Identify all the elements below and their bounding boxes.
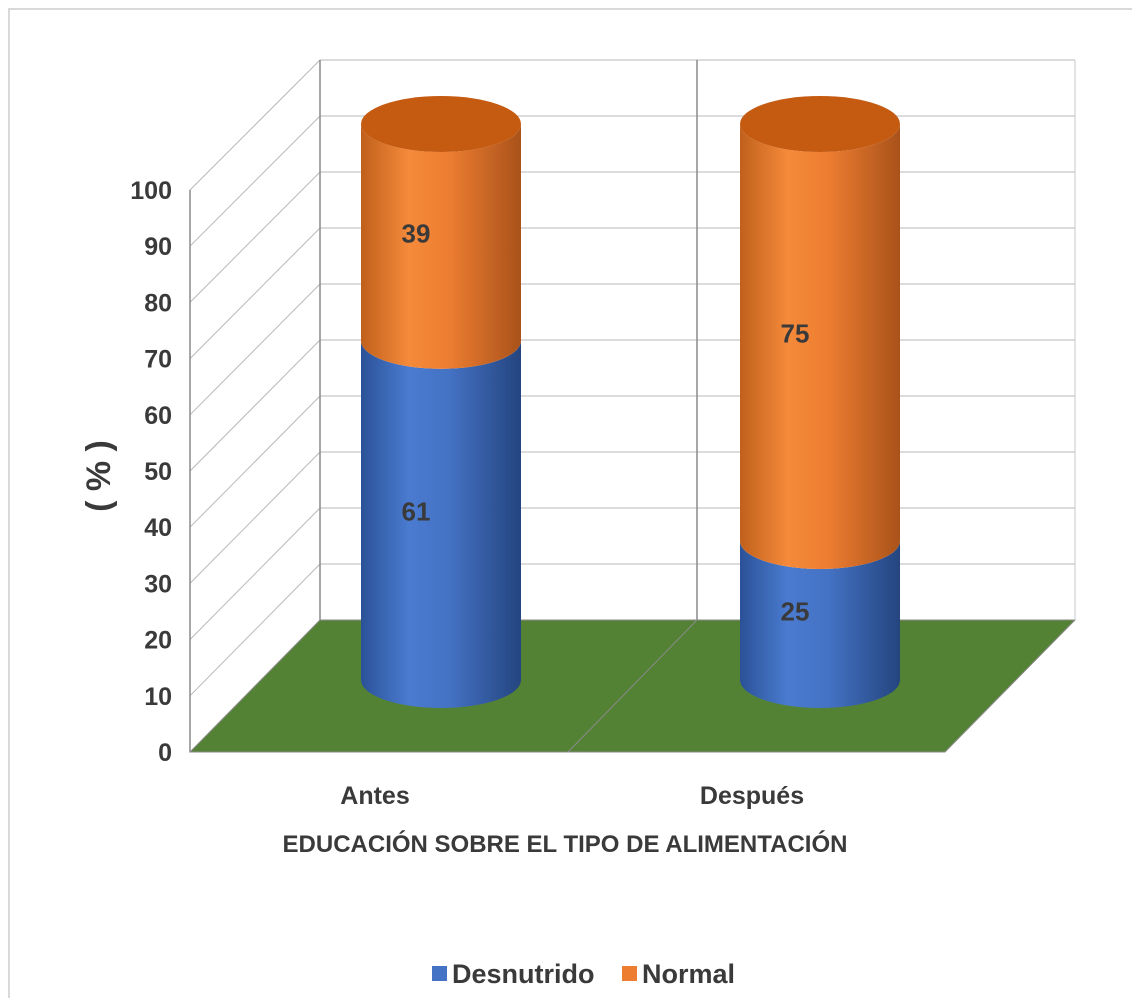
- y-tick-label: 60: [144, 402, 172, 430]
- y-tick-label: 10: [144, 683, 172, 711]
- x-axis-title: EDUCACIÓN SOBRE EL TIPO DE ALIMENTACIÓN: [283, 830, 848, 858]
- y-tick-label: 70: [144, 346, 172, 374]
- bars: 61 39 25 75: [361, 96, 900, 708]
- bar-desnutrido-1: [740, 541, 900, 708]
- gridline: [189, 339, 1075, 472]
- gridline: [189, 171, 1075, 303]
- gridline: [189, 283, 1075, 416]
- data-label: 75: [781, 319, 810, 349]
- floor-divider: [567, 619, 698, 753]
- legend-swatch-desnutrido: [432, 966, 447, 981]
- y-tick-label: 20: [144, 627, 172, 655]
- x-tick-labels: Antes Después: [340, 782, 804, 810]
- gridline: [189, 59, 1075, 191]
- y-tick-label: 50: [144, 458, 172, 486]
- y-tick-label: 90: [144, 233, 172, 261]
- y-tick-label: 40: [144, 514, 172, 542]
- data-label: 25: [781, 597, 810, 627]
- gridline: [189, 227, 1075, 359]
- y-tick-label: 100: [130, 177, 172, 205]
- legend-label-desnutrido: Desnutrido: [452, 959, 595, 989]
- x-tick-label: Después: [700, 782, 804, 810]
- y-tick-label: 80: [144, 289, 172, 317]
- gridline: [189, 115, 1075, 247]
- legend-label-normal: Normal: [642, 959, 735, 989]
- legend: Desnutrido Normal: [432, 959, 735, 989]
- grid-lines: [189, 59, 1075, 697]
- data-label: 39: [402, 218, 431, 248]
- y-tick-label: 0: [158, 739, 172, 767]
- bar-normal-1: [740, 124, 900, 569]
- bar-normal-0: [361, 124, 521, 369]
- y-axis-title: ( % ): [80, 440, 118, 512]
- data-label: 61: [402, 496, 431, 526]
- chart-frame: [8, 8, 1132, 998]
- bar-top-cap-1: [740, 96, 900, 152]
- x-tick-label: Antes: [340, 782, 409, 810]
- y-tick-label: 30: [144, 570, 172, 598]
- legend-swatch-normal: [622, 966, 637, 981]
- bar-top-cap-0: [361, 96, 521, 152]
- bar-desnutrido-0: [361, 340, 521, 708]
- y-tick-labels: 0 10 20 30 40 50 60 70 80 90 100: [130, 177, 172, 767]
